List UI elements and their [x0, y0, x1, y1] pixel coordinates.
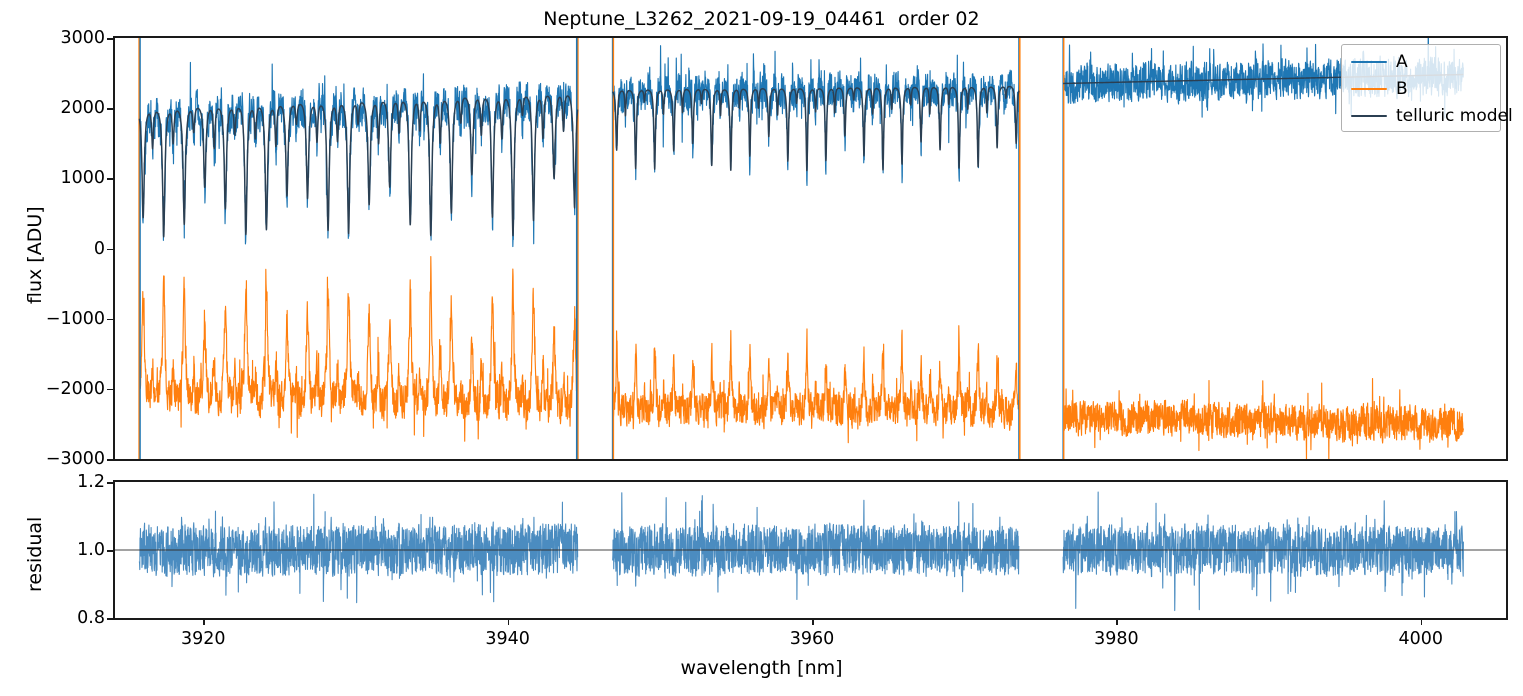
- axis-tick-x: [507, 619, 510, 625]
- wavelength-xtick-3920: 3920: [180, 629, 226, 649]
- legend-color-swatch: [1351, 61, 1387, 64]
- axis-tick-y: [107, 248, 113, 251]
- axis-tick-y: [107, 318, 113, 321]
- axis-tick-y: [107, 550, 113, 552]
- residual-traces: [115, 491, 1506, 612]
- residual-ytick-1.0: 1.0: [77, 540, 105, 560]
- axis-tick-y: [107, 459, 113, 461]
- flux-panel: [113, 36, 1508, 461]
- figure-title: Neptune_L3262_2021-09-19_04461 order 02: [543, 8, 980, 30]
- axis-tick-y: [107, 388, 113, 391]
- residual-ytick-0.8: 0.8: [77, 608, 105, 628]
- residual-ytick-1.2: 1.2: [77, 472, 105, 492]
- telluric-model-segment-1: [138, 95, 579, 238]
- flux-ytick--1000: −1000: [45, 308, 105, 329]
- axis-tick-x: [812, 619, 814, 625]
- wavelength-axis-label: wavelength [nm]: [680, 657, 843, 679]
- flux-trace-b-segment-2: [612, 325, 1020, 444]
- axis-tick-x: [1116, 619, 1118, 625]
- legend-color-swatch: [1351, 115, 1387, 118]
- flux-traces: [138, 38, 1464, 459]
- wavelength-xtick-4000: 4000: [1398, 629, 1444, 649]
- residual-trace-segment-2: [612, 492, 1020, 601]
- wavelength-xtick-3960: 3960: [789, 629, 835, 649]
- legend-entry-telluric[interactable]: telluric model: [1342, 103, 1513, 129]
- legend-color-swatch: [1351, 88, 1387, 91]
- legend-entry-a[interactable]: A: [1342, 49, 1500, 75]
- flux-ytick-3000: 3000: [60, 28, 105, 48]
- flux-ytick-1000: 1000: [60, 168, 105, 189]
- axis-tick-x: [1420, 619, 1423, 625]
- residual-trace-segment-3: [1062, 491, 1464, 612]
- axis-tick-y: [107, 178, 113, 180]
- telluric-model-segment-2: [612, 85, 1020, 172]
- axis-tick-y: [107, 108, 113, 110]
- flux-trace-b-segment-3: [1062, 377, 1464, 459]
- residual-trace-segment-1: [138, 493, 579, 604]
- flux-ytick--2000: −2000: [45, 378, 105, 399]
- legend-label: B: [1396, 79, 1408, 99]
- axis-tick-y: [107, 38, 113, 40]
- wavelength-xtick-3940: 3940: [485, 629, 530, 649]
- flux-ytick--3000: −3000: [45, 449, 105, 469]
- legend-entry-b[interactable]: B: [1342, 76, 1500, 102]
- flux-ytick-2000: 2000: [60, 98, 105, 119]
- flux-trace-b-segment-1: [138, 256, 579, 442]
- flux-plot-area: [115, 38, 1506, 459]
- legend-label: A: [1396, 52, 1408, 72]
- wavelength-xtick-3980: 3980: [1094, 629, 1139, 649]
- residual-plot-area: [115, 482, 1506, 618]
- axis-tick-y: [107, 482, 113, 484]
- flux-ytick-0: 0: [93, 238, 105, 259]
- residual-panel: [113, 480, 1508, 620]
- legend-label: telluric model: [1396, 106, 1513, 126]
- axis-tick-y: [107, 618, 113, 620]
- axis-tick-x: [203, 619, 205, 625]
